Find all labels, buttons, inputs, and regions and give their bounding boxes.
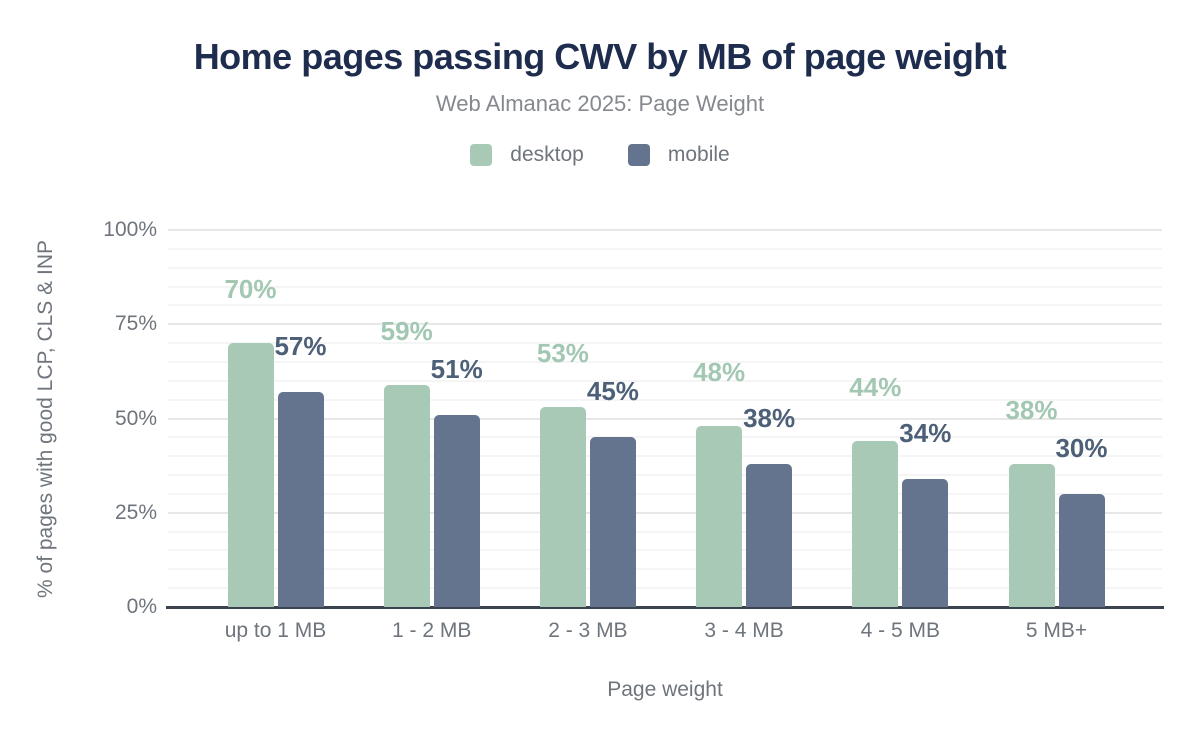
category-label-3: 3 - 4 MB: [704, 619, 784, 642]
minor-gridline: [168, 530, 1162, 533]
legend-label-mobile: mobile: [667, 143, 730, 166]
minor-gridline: [168, 492, 1162, 495]
bar-mobile-2[interactable]: [589, 437, 636, 607]
bar-desktop-3[interactable]: [696, 426, 743, 607]
chart-title: Home pages passing CWV by MB of page wei…: [193, 36, 1007, 77]
data-label-mobile-1: 51%: [430, 353, 483, 384]
data-label-desktop-1: 59%: [380, 315, 433, 346]
bar-desktop-4[interactable]: [852, 441, 899, 607]
minor-gridline: [168, 379, 1162, 382]
minor-gridline: [168, 266, 1162, 269]
data-label-desktop-4: 44%: [849, 372, 902, 403]
chart-subtitle: Web Almanac 2025: Page Weight: [435, 91, 765, 116]
major-gridline: [168, 229, 1162, 231]
y-tick-50: 50%: [114, 406, 157, 430]
data-label-desktop-2: 53%: [536, 338, 589, 369]
minor-gridline: [168, 549, 1162, 552]
bar-mobile-3[interactable]: [746, 463, 793, 607]
minor-gridline: [168, 474, 1162, 477]
bar-desktop-5[interactable]: [1008, 463, 1055, 607]
data-label-mobile-3: 38%: [743, 402, 796, 433]
bar-mobile-5[interactable]: [1058, 493, 1105, 607]
minor-gridline: [168, 568, 1162, 571]
category-label-4: 4 - 5 MB: [860, 619, 940, 642]
minor-gridline: [168, 285, 1162, 288]
bar-mobile-0[interactable]: [277, 392, 324, 607]
x-axis-line: [166, 606, 1164, 609]
data-label-mobile-4: 34%: [899, 417, 952, 448]
major-gridline: [168, 511, 1162, 514]
data-label-desktop-0: 70%: [224, 274, 277, 305]
minor-gridline: [168, 304, 1162, 307]
plot-area: 70% 59% 53% 48% 44% 38% 57% 51% 45% 38% 34% 30%: [166, 229, 1164, 609]
minor-gridline: [168, 342, 1162, 345]
legend-item-mobile[interactable]: mobile: [627, 143, 730, 167]
data-label-desktop-3: 48%: [693, 357, 746, 388]
y-tick-25: 25%: [114, 500, 157, 524]
legend-label-desktop: desktop: [510, 143, 584, 166]
minor-gridline: [168, 360, 1162, 363]
x-axis-title: Page weight: [607, 678, 723, 701]
minor-gridline: [168, 247, 1162, 250]
bar-desktop-2[interactable]: [539, 407, 586, 607]
legend-swatch-desktop: [470, 144, 493, 166]
data-label-mobile-2: 45%: [586, 376, 639, 407]
y-tick-0: 0%: [126, 595, 157, 618]
legend: desktop mobile: [0, 143, 1200, 167]
category-label-0: up to 1 MB: [224, 619, 327, 642]
bar-mobile-4[interactable]: [902, 478, 949, 607]
category-label-5: 5 MB+: [1025, 619, 1088, 642]
bar-desktop-0[interactable]: [227, 343, 274, 607]
bar-desktop-1[interactable]: [383, 384, 430, 607]
minor-gridline: [168, 436, 1162, 439]
major-gridline: [168, 323, 1162, 326]
y-tick-100: 100%: [103, 218, 157, 241]
minor-gridline: [168, 455, 1162, 458]
data-label-mobile-0: 57%: [274, 331, 327, 362]
data-label-desktop-5: 38%: [1005, 394, 1058, 425]
data-label-mobile-5: 30%: [1055, 432, 1108, 463]
bar-mobile-1[interactable]: [433, 414, 480, 607]
category-label-1: 1 - 2 MB: [392, 619, 472, 642]
minor-gridline: [168, 587, 1162, 590]
major-gridline: [168, 417, 1162, 420]
legend-swatch-mobile: [627, 144, 650, 166]
y-tick-75: 75%: [114, 312, 157, 336]
legend-item-desktop[interactable]: desktop: [470, 143, 584, 167]
category-label-2: 2 - 3 MB: [548, 619, 628, 642]
minor-gridline: [168, 398, 1162, 401]
